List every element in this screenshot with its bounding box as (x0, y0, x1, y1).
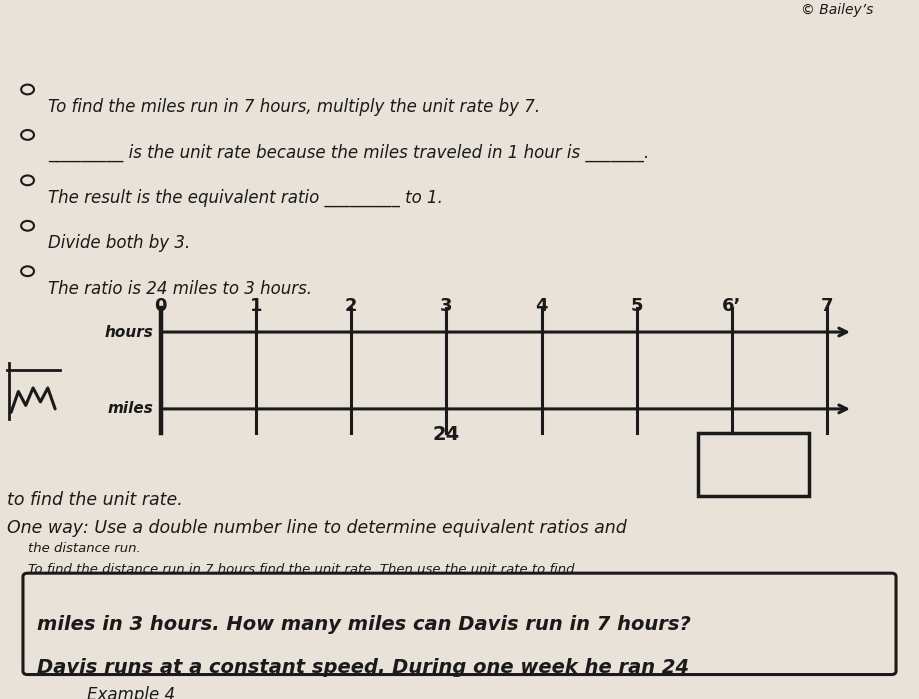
Text: 5: 5 (630, 297, 643, 315)
Text: to find the unit rate.: to find the unit rate. (7, 491, 183, 509)
Bar (698, 433, 809, 496)
Circle shape (21, 175, 34, 185)
Text: 6’: 6’ (722, 297, 742, 315)
Circle shape (21, 221, 34, 231)
FancyBboxPatch shape (23, 573, 896, 675)
Circle shape (21, 130, 34, 140)
Text: 4: 4 (535, 297, 548, 315)
Text: the distance run.: the distance run. (28, 542, 141, 555)
Text: 2: 2 (345, 297, 357, 315)
Text: miles in 3 hours. How many miles can Davis run in 7 hours?: miles in 3 hours. How many miles can Dav… (37, 615, 691, 634)
Text: Davis runs at a constant speed. During one week he ran 24: Davis runs at a constant speed. During o… (37, 658, 689, 677)
Text: miles: miles (108, 401, 153, 417)
Text: One way: Use a double number line to determine equivalent ratios and: One way: Use a double number line to det… (7, 519, 627, 537)
Text: Example 4: Example 4 (87, 686, 176, 699)
Text: To find the distance run in 7 hours find the unit rate. Then use the unit rate t: To find the distance run in 7 hours find… (28, 563, 574, 576)
Text: To find the miles run in 7 hours, multiply the unit rate by 7.: To find the miles run in 7 hours, multip… (48, 98, 540, 116)
Text: hours: hours (105, 324, 153, 340)
Text: 7: 7 (821, 297, 834, 315)
Text: © Bailey’s: © Bailey’s (800, 3, 873, 17)
Circle shape (21, 266, 34, 276)
Text: Divide both by 3.: Divide both by 3. (48, 234, 190, 252)
Text: The ratio is 24 miles to 3 hours.: The ratio is 24 miles to 3 hours. (48, 280, 312, 298)
Text: 24: 24 (433, 425, 460, 444)
Text: 1: 1 (250, 297, 262, 315)
Text: 3: 3 (440, 297, 453, 315)
Text: _________ is the unit rate because the miles traveled in 1 hour is _______.: _________ is the unit rate because the m… (48, 143, 649, 161)
Text: 0: 0 (154, 297, 167, 315)
Text: The result is the equivalent ratio _________ to 1.: The result is the equivalent ratio _____… (48, 189, 443, 207)
Circle shape (21, 85, 34, 94)
